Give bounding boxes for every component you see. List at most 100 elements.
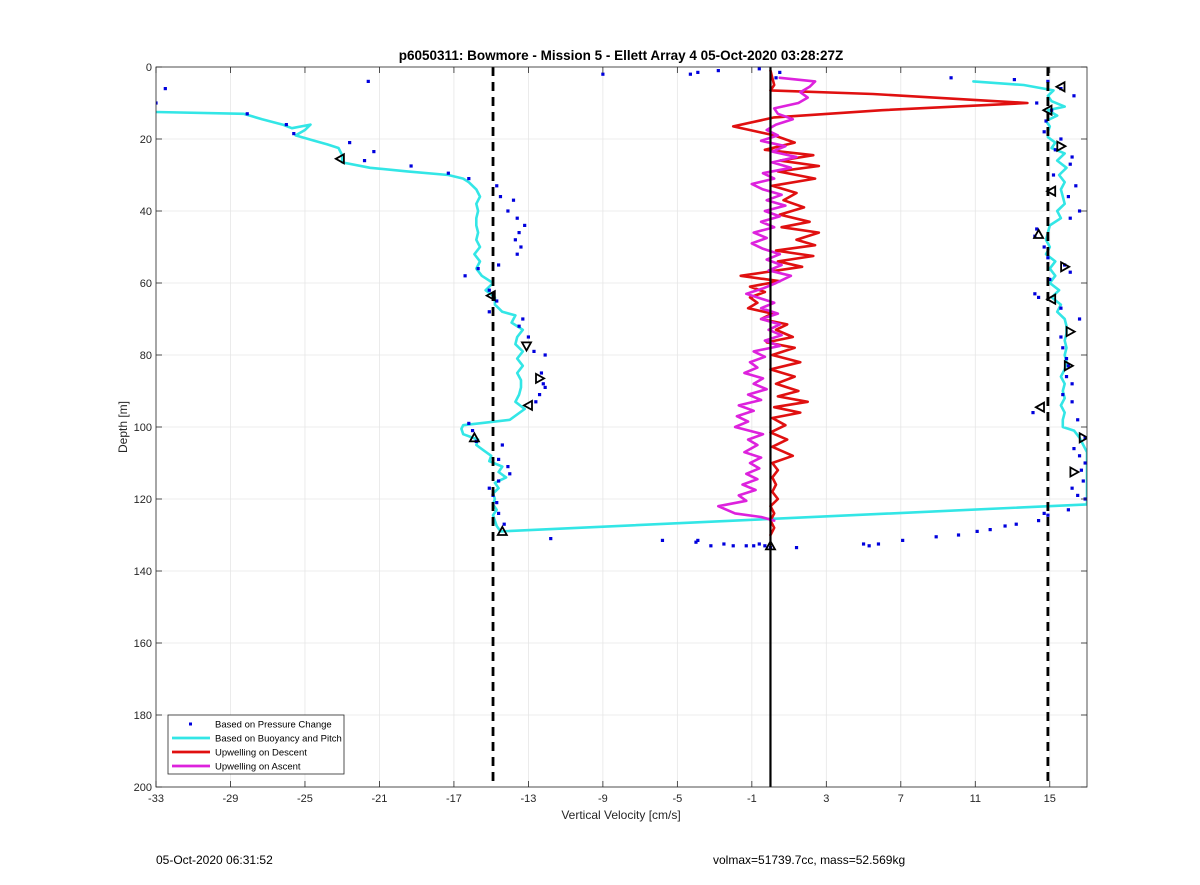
pressure-change-point [532,349,536,353]
pressure-change-point [1076,493,1080,497]
pressure-change-point [1046,79,1050,83]
pressure-change-point [1046,513,1050,517]
pressure-change-point [1048,277,1052,281]
pressure-change-point [867,544,871,548]
pressure-change-point [1042,245,1046,249]
pressure-change-point [245,112,249,116]
pressure-change-point [537,393,542,397]
pressure-change-point [763,544,767,548]
pressure-change-point [1035,101,1039,105]
y-tick-label: 200 [134,782,152,794]
pressure-change-point [1072,447,1076,451]
footer-volmax-mass: volmax=51739.7cc, mass=52.569kg [713,853,906,867]
pressure-change-point [372,150,376,154]
pressure-change-point [515,252,519,256]
pressure-change-point [774,76,778,80]
x-tick-label: -1 [747,793,757,805]
legend: Based on Pressure Change Based on Buoyanc… [167,714,345,775]
pressure-change-point [709,544,713,548]
pressure-change-point [694,540,698,544]
pressure-change-point [1061,346,1065,350]
pressure-change-point [716,69,720,73]
pressure-change-point [988,528,992,532]
pressure-change-point [366,79,370,83]
pressure-change-point [1083,436,1087,440]
pressure-change-point [1003,524,1007,528]
pressure-change-point [1046,256,1050,260]
y-tick-label: 60 [140,278,152,290]
pressure-change-point [757,542,761,546]
pressure-change-point [1012,78,1016,82]
pressure-change-point [731,544,735,548]
triangle-marker [1034,401,1045,414]
axis-ticks: -33 -29 -25 -21 -17 -13 -9 -5 -1 3 7 11 150204060801… [134,62,1087,805]
pressure-change-point [1070,400,1074,404]
pressure-change-point [1036,519,1041,523]
pressure-change-point [1035,227,1039,231]
triangle-marker [333,152,345,165]
triangle-marker [1041,104,1053,117]
pressure-change-point [517,324,521,328]
pressure-change-point [956,533,961,537]
pressure-change-point [487,486,491,490]
pressure-change-point [506,465,510,469]
x-tick-label: -17 [446,793,462,805]
pressure-change-point [515,216,519,220]
chart-title: p6050311: Bowmore - Mission 5 - Ellett A… [399,48,843,63]
x-tick-label: 3 [823,793,829,805]
pressure-change-point [949,76,953,80]
pressure-change-point [523,223,527,227]
y-tick-label: 20 [140,134,152,146]
y-tick-label: 0 [146,62,152,74]
pressure-change-point [519,245,523,249]
pressure-change-point [876,542,881,546]
pressure-change-point [156,101,158,105]
triangle-marker [764,539,777,551]
pressure-change-point [463,274,467,278]
x-tick-label: -13 [520,793,536,805]
pressure-change-point [497,479,501,483]
pressure-change-point [513,238,517,242]
y-tick-label: 100 [134,422,152,434]
series-line-2 [731,69,1029,537]
pressure-change-point [1077,454,1082,458]
pressure-change-point [1064,375,1069,379]
pressure-change-point [1066,508,1070,512]
pressure-change-point [861,542,866,546]
pressure-change-point [502,522,506,526]
pressure-change-point [1079,468,1084,472]
legend-label-1: Based on Buoyancy and Pitch [215,734,342,745]
triangle-marker [522,399,533,412]
y-axis-label: Depth [m] [116,401,130,453]
pressure-change-point [1077,317,1082,321]
legend-label-0: Based on Pressure Change [215,720,332,731]
pressure-change-point [1083,461,1087,465]
pressure-change-point [470,429,475,433]
pressure-change-point [497,511,501,515]
pressure-change-point [541,382,545,386]
pressure-change-point [500,443,504,447]
pressure-change-point [688,72,692,76]
x-axis-label: Vertical Velocity [cm/s] [561,808,680,822]
pressure-change-point [1068,270,1072,274]
pressure-change-point [1064,357,1069,361]
pressure-change-point [1059,335,1063,339]
pressure-change-point [1059,306,1063,310]
pressure-change-point [506,209,510,213]
triangle-marker [496,525,509,536]
pressure-change-point [467,177,471,181]
pressure-change-point [498,195,503,199]
pressure-change-point [1070,155,1074,159]
y-tick-label: 80 [140,350,152,362]
pressure-change-point [446,171,450,175]
pressure-change-point [292,132,296,136]
pressure-change-point [1066,364,1070,368]
legend-box [167,714,345,775]
triangle-marker [1056,140,1068,153]
pressure-change-point [1070,382,1074,386]
triangle-marker [484,289,496,302]
triangle-marker [468,431,481,443]
pressure-change-point [794,546,799,550]
pressure-change-point [1042,511,1046,515]
